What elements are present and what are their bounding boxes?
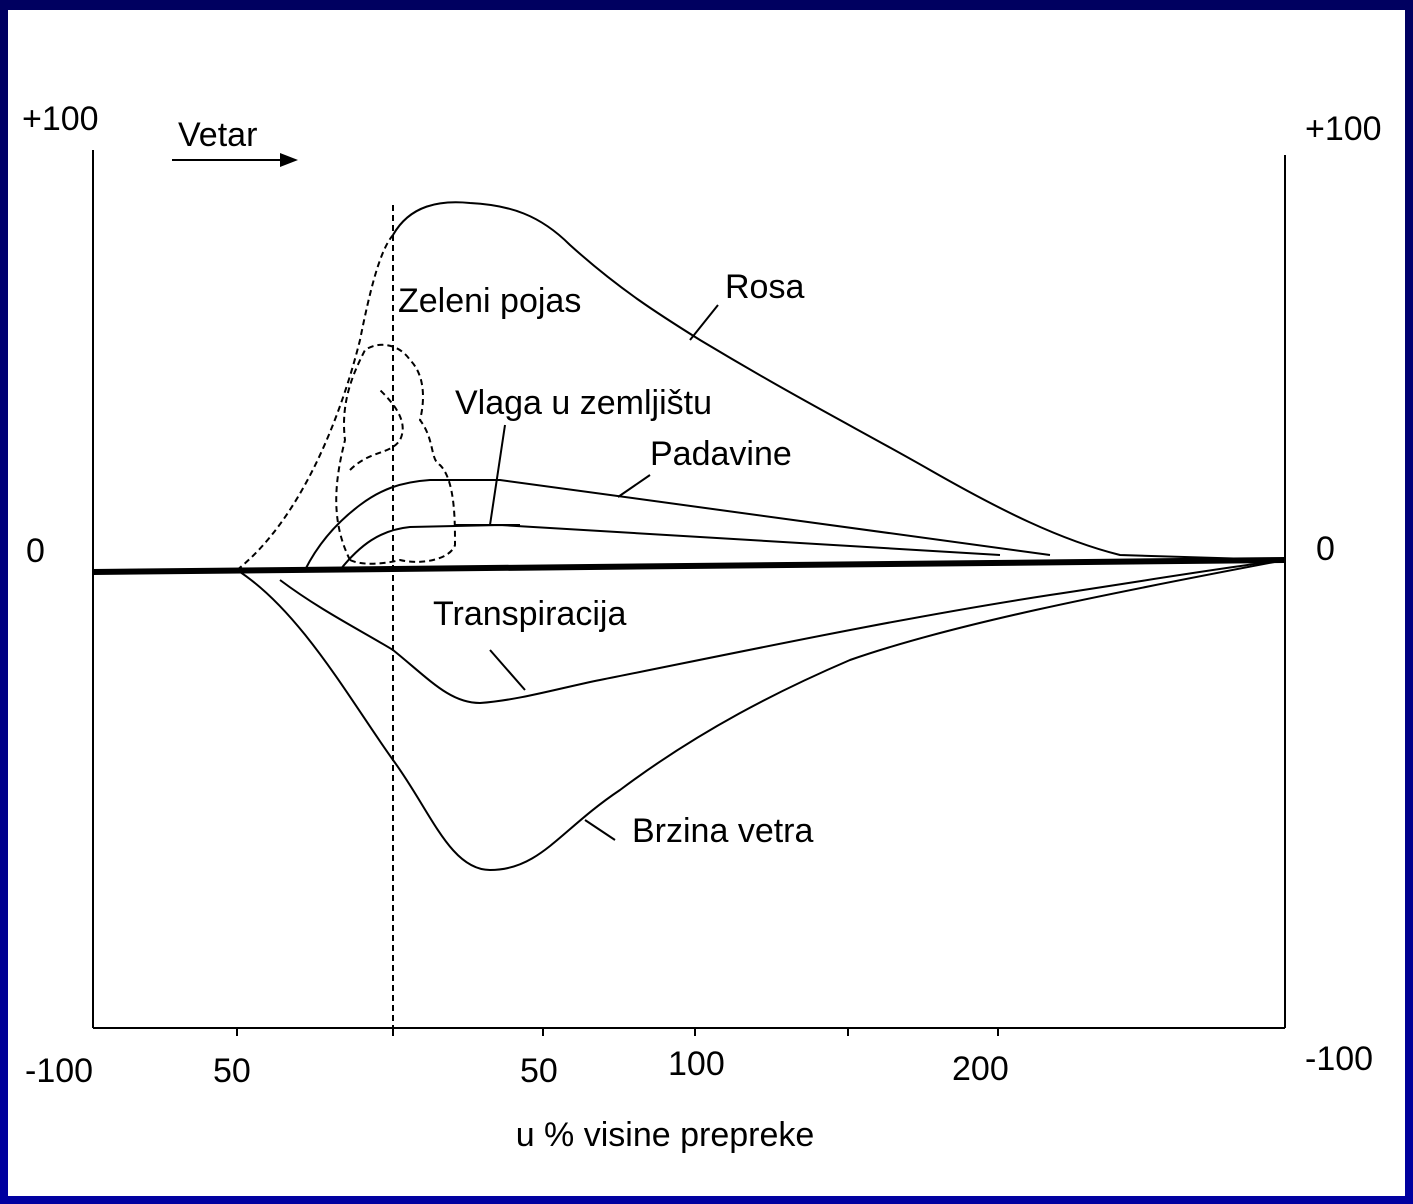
curve-label: Transpiracija bbox=[433, 595, 626, 633]
axis-label: -100 bbox=[1305, 1040, 1373, 1078]
axis-label: +100 bbox=[1305, 110, 1382, 148]
x-tick-label: 50 bbox=[213, 1052, 251, 1090]
axis-label: 0 bbox=[26, 532, 45, 570]
axis-label: +100 bbox=[22, 100, 99, 138]
x-title: u % visine prepreke bbox=[516, 1116, 815, 1154]
x-tick-label: 50 bbox=[520, 1052, 558, 1090]
curve-label: Vlaga u zemljištu bbox=[455, 384, 712, 422]
diagram: +100 0 +100 0 -100 -100 50 50 100 200 u … bbox=[0, 0, 1413, 1204]
x-tick-label: 100 bbox=[668, 1045, 725, 1083]
canvas bbox=[8, 10, 1405, 1196]
curve-label: Zeleni pojas bbox=[398, 282, 581, 320]
curve-label: Brzina vetra bbox=[632, 812, 813, 850]
curve-label: Padavine bbox=[650, 435, 792, 473]
wind-label: Vetar bbox=[178, 116, 257, 154]
x-tick-label: -100 bbox=[25, 1052, 93, 1090]
x-tick-label: 200 bbox=[952, 1050, 1009, 1088]
axis-label: 0 bbox=[1316, 530, 1335, 568]
curve-label: Rosa bbox=[725, 268, 804, 306]
